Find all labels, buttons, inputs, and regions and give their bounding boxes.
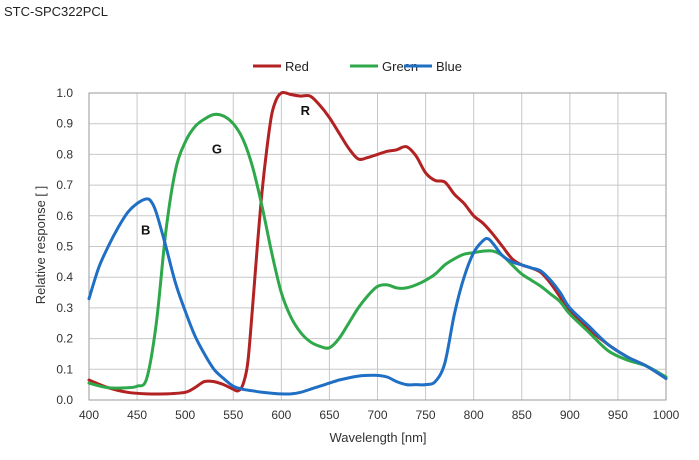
legend-label-green: Green [382, 59, 418, 74]
plot-frame [88, 92, 667, 401]
x-tick-label: 550 [223, 408, 243, 422]
x-tick-label: 650 [319, 408, 339, 422]
y-tick-label: 0.2 [56, 332, 73, 346]
chart-grid [88, 92, 667, 401]
y-tick-label: 0.0 [56, 393, 73, 407]
y-axis-label: Relative response [ ] [33, 186, 48, 305]
x-tick-label: 1000 [653, 408, 680, 422]
x-tick-labels: 400 450 500 550 600 650 700 750 800 850 900 950 1000 [79, 408, 680, 422]
y-tick-label: 0.4 [56, 270, 73, 284]
y-tick-label: 1.0 [56, 86, 73, 100]
x-axis-label: Wavelength [nm] [329, 430, 426, 445]
y-tick-label: 0.5 [56, 240, 73, 254]
y-tick-label: 0.9 [56, 117, 73, 131]
y-tick-label: 0.7 [56, 178, 73, 192]
x-tick-label: 950 [608, 408, 628, 422]
legend-label-red: Red [285, 59, 309, 74]
series-line-green [87, 112, 668, 390]
series-line-blue [87, 197, 668, 396]
legend: Red Green Blue [253, 59, 462, 74]
y-tick-label: 0.6 [56, 209, 73, 223]
x-tick-label: 900 [560, 408, 580, 422]
x-tick-label: 400 [79, 408, 99, 422]
y-tick-labels: 0.0 0.1 0.2 0.3 0.4 0.5 0.6 0.7 0.8 0.9 1.0 [56, 86, 73, 407]
x-tick-label: 500 [175, 408, 195, 422]
x-tick-label: 800 [464, 408, 484, 422]
plot-border [88, 92, 667, 401]
curve-annotations: R G B [141, 103, 311, 238]
x-tick-label: 750 [416, 408, 436, 422]
y-tick-label: 0.3 [56, 301, 73, 315]
y-tick-label: 0.1 [56, 362, 73, 376]
x-tick-label: 850 [512, 408, 532, 422]
page-title: STC-SPC322PCL [4, 4, 109, 19]
legend-label-blue: Blue [436, 59, 462, 74]
x-tick-label: 700 [367, 408, 387, 422]
x-tick-label: 450 [127, 408, 147, 422]
x-tick-label: 600 [271, 408, 291, 422]
series-layer [87, 90, 668, 396]
annotation-b: B [141, 223, 150, 238]
annotation-r: R [301, 103, 311, 118]
annotation-g: G [212, 141, 222, 156]
y-tick-label: 0.8 [56, 147, 73, 161]
